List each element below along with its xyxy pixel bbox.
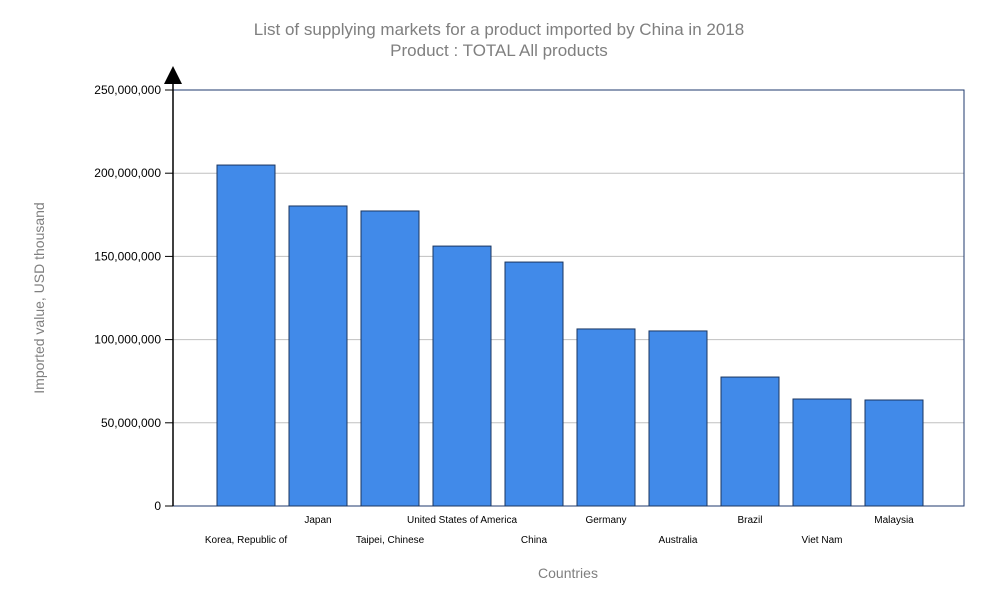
bar <box>504 261 564 507</box>
x-axis-label: Countries <box>538 565 598 581</box>
chart-title: List of supplying markets for a product … <box>254 20 744 39</box>
bar <box>648 330 708 507</box>
y-tick-label: 200,000,000 <box>94 166 161 180</box>
bar <box>720 376 780 507</box>
x-tick-label: Brazil <box>737 515 762 526</box>
x-tick-label: China <box>521 535 548 546</box>
x-tick-label: Korea, Republic of <box>205 535 287 546</box>
y-tick-label: 50,000,000 <box>101 416 161 430</box>
y-tick-label: 250,000,000 <box>94 83 161 97</box>
bar <box>432 245 492 507</box>
chart-subtitle: Product : TOTAL All products <box>390 41 608 60</box>
bar <box>216 164 276 507</box>
x-tick-label: Japan <box>304 515 331 526</box>
bar <box>576 328 636 507</box>
x-tick-label: Australia <box>659 535 698 546</box>
y-axis-arrow-icon <box>164 66 182 84</box>
bar <box>288 205 348 507</box>
x-tick-label: Viet Nam <box>802 535 843 546</box>
y-tick-label: 150,000,000 <box>94 249 161 263</box>
y-axis-label: Imported value, USD thousand <box>31 202 47 393</box>
bar <box>360 210 420 507</box>
x-tick-label: United States of America <box>407 515 517 526</box>
x-tick-label: Germany <box>585 515 626 526</box>
y-tick-label: 100,000,000 <box>94 333 161 347</box>
bar <box>864 399 924 507</box>
y-tick-label: 0 <box>154 499 161 513</box>
x-tick-label: Taipei, Chinese <box>356 535 425 546</box>
bar <box>792 398 852 507</box>
x-tick-label: Malaysia <box>874 515 914 526</box>
